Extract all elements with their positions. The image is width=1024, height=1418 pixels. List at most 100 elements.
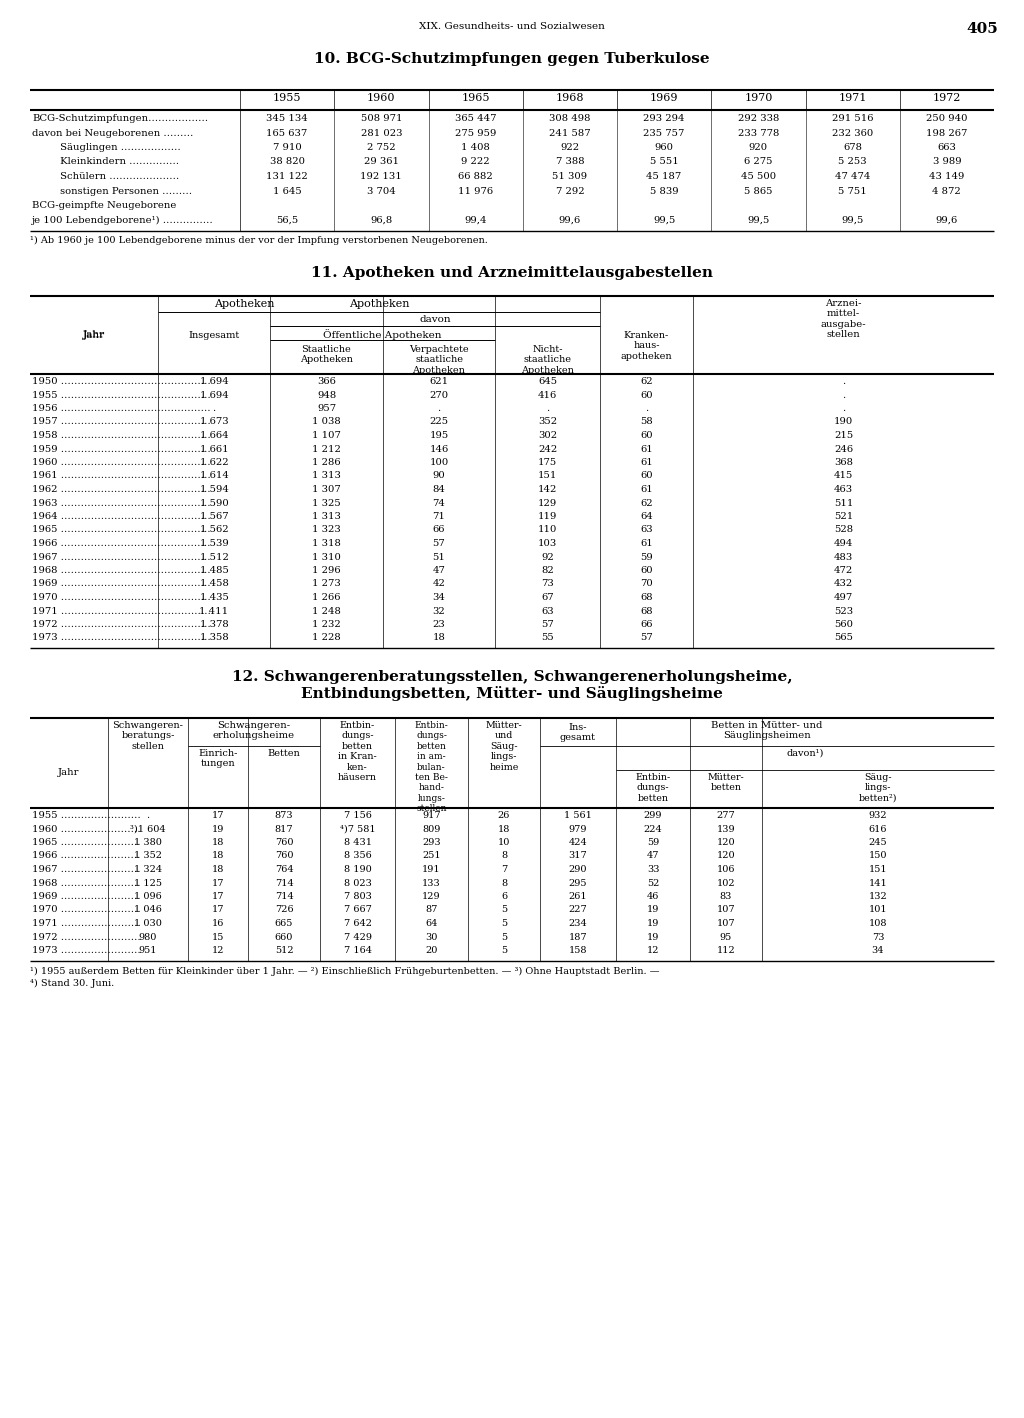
Text: 1969: 1969 [650, 94, 678, 104]
Text: .: . [842, 404, 845, 413]
Text: 1970: 1970 [744, 94, 772, 104]
Text: 224: 224 [644, 824, 663, 834]
Text: 1 380: 1 380 [134, 838, 162, 847]
Text: 494: 494 [834, 539, 853, 547]
Text: Arznei-
mittel-
ausgabe-
stellen: Arznei- mittel- ausgabe- stellen [820, 299, 866, 339]
Text: 295: 295 [568, 879, 587, 888]
Text: 1961 ………………………………………: 1961 ……………………………………… [32, 472, 211, 481]
Text: 1960: 1960 [368, 94, 395, 104]
Text: 11. Apotheken und Arzneimittelausgabestellen: 11. Apotheken und Arzneimittelausgabeste… [311, 267, 713, 279]
Text: davon: davon [419, 315, 451, 323]
Text: 235 757: 235 757 [643, 129, 685, 138]
Text: 1 673: 1 673 [200, 417, 228, 427]
Text: 7 156: 7 156 [344, 811, 372, 820]
Text: 1964 ………………………………………: 1964 ……………………………………… [32, 512, 211, 520]
Text: .: . [842, 377, 845, 386]
Text: 1968: 1968 [556, 94, 584, 104]
Text: 1950 ………………………………………: 1950 ……………………………………… [32, 377, 211, 386]
Text: 5 253: 5 253 [839, 157, 867, 166]
Text: 101: 101 [868, 906, 888, 915]
Text: 42: 42 [432, 580, 445, 588]
Text: Entbindungsbetten, Mütter- und Säuglingsheime: Entbindungsbetten, Mütter- und Säuglings… [301, 686, 723, 700]
Text: 66: 66 [640, 620, 652, 630]
Text: 920: 920 [749, 143, 768, 152]
Text: 1957 ………………………………………: 1957 ……………………………………… [32, 417, 211, 427]
Text: 8 023: 8 023 [344, 879, 372, 888]
Text: 528: 528 [834, 526, 853, 535]
Text: 932: 932 [868, 811, 888, 820]
Text: 291 516: 291 516 [831, 113, 873, 123]
Text: Säug-
lings-
betten²): Säug- lings- betten²) [859, 773, 897, 803]
Text: 1968 ……………………: 1968 …………………… [32, 879, 140, 888]
Text: 1 310: 1 310 [312, 553, 341, 562]
Text: 8 431: 8 431 [343, 838, 372, 847]
Text: 112: 112 [717, 946, 735, 954]
Text: Kranken-
haus-
apotheken: Kranken- haus- apotheken [621, 330, 673, 360]
Text: 463: 463 [834, 485, 853, 493]
Text: 129: 129 [422, 892, 440, 900]
Text: 8 190: 8 190 [344, 865, 372, 873]
Text: 293 294: 293 294 [643, 113, 685, 123]
Text: 472: 472 [834, 566, 853, 576]
Text: 5: 5 [501, 919, 507, 927]
Text: 61: 61 [640, 485, 653, 493]
Text: 1960 ………………………………………: 1960 ……………………………………… [32, 458, 211, 467]
Text: 1966 ………………………………………: 1966 ……………………………………… [32, 539, 211, 547]
Text: 52: 52 [647, 879, 659, 888]
Text: 1 030: 1 030 [134, 919, 162, 927]
Text: 7 292: 7 292 [556, 187, 584, 196]
Text: 1955: 1955 [272, 94, 301, 104]
Text: 8: 8 [501, 879, 507, 888]
Text: 483: 483 [834, 553, 853, 562]
Text: 523: 523 [834, 607, 853, 615]
Text: 1959 ………………………………………: 1959 ……………………………………… [32, 444, 211, 454]
Text: 19: 19 [647, 906, 659, 915]
Text: 19: 19 [212, 824, 224, 834]
Text: 141: 141 [868, 879, 888, 888]
Text: 107: 107 [717, 906, 735, 915]
Text: 764: 764 [274, 865, 293, 873]
Text: 99,5: 99,5 [653, 216, 675, 224]
Text: 6: 6 [501, 892, 507, 900]
Text: 1 411: 1 411 [200, 607, 228, 615]
Text: 405: 405 [967, 23, 998, 35]
Text: 20: 20 [425, 946, 437, 954]
Text: Betten in Mütter- und
Säuglingsheimen: Betten in Mütter- und Säuglingsheimen [712, 720, 822, 740]
Text: XIX. Gesundheits- und Sozialwesen: XIX. Gesundheits- und Sozialwesen [419, 23, 605, 31]
Text: 146: 146 [429, 444, 449, 454]
Text: 1 661: 1 661 [200, 444, 228, 454]
Text: 59: 59 [640, 553, 653, 562]
Text: 714: 714 [274, 892, 293, 900]
Text: 60: 60 [640, 390, 653, 400]
Text: 1955 ………………………………………: 1955 ……………………………………… [32, 390, 211, 400]
Text: 107: 107 [717, 919, 735, 927]
Text: 1 539: 1 539 [200, 539, 228, 547]
Text: 1 096: 1 096 [134, 892, 162, 900]
Text: Schwangeren-
beratungs-
stellen: Schwangeren- beratungs- stellen [113, 720, 183, 750]
Text: 1 561: 1 561 [564, 811, 592, 820]
Text: ⁴)7 581: ⁴)7 581 [340, 824, 376, 834]
Text: 242: 242 [538, 444, 557, 454]
Text: Insgesamt: Insgesamt [188, 330, 240, 340]
Text: 1 408: 1 408 [461, 143, 490, 152]
Text: 290: 290 [568, 865, 587, 873]
Text: 293: 293 [422, 838, 440, 847]
Text: 51: 51 [432, 553, 445, 562]
Text: 1 614: 1 614 [200, 472, 228, 481]
Text: 424: 424 [568, 838, 588, 847]
Text: 1 622: 1 622 [200, 458, 228, 467]
Text: 99,4: 99,4 [464, 216, 486, 224]
Text: 1 645: 1 645 [272, 187, 301, 196]
Text: 192 131: 192 131 [360, 172, 402, 182]
Text: 60: 60 [640, 472, 653, 481]
Text: Schwangeren-
erholungsheime: Schwangeren- erholungsheime [213, 720, 295, 740]
Text: 74: 74 [432, 499, 445, 508]
Text: 45 187: 45 187 [646, 172, 682, 182]
Text: 663: 663 [937, 143, 956, 152]
Text: 416: 416 [538, 390, 557, 400]
Text: 187: 187 [568, 933, 588, 942]
Text: 1963 ………………………………………: 1963 ……………………………………… [32, 499, 211, 508]
Text: Staatliche
Apotheken: Staatliche Apotheken [300, 345, 353, 364]
Text: 99,5: 99,5 [842, 216, 864, 224]
Text: 1 212: 1 212 [312, 444, 341, 454]
